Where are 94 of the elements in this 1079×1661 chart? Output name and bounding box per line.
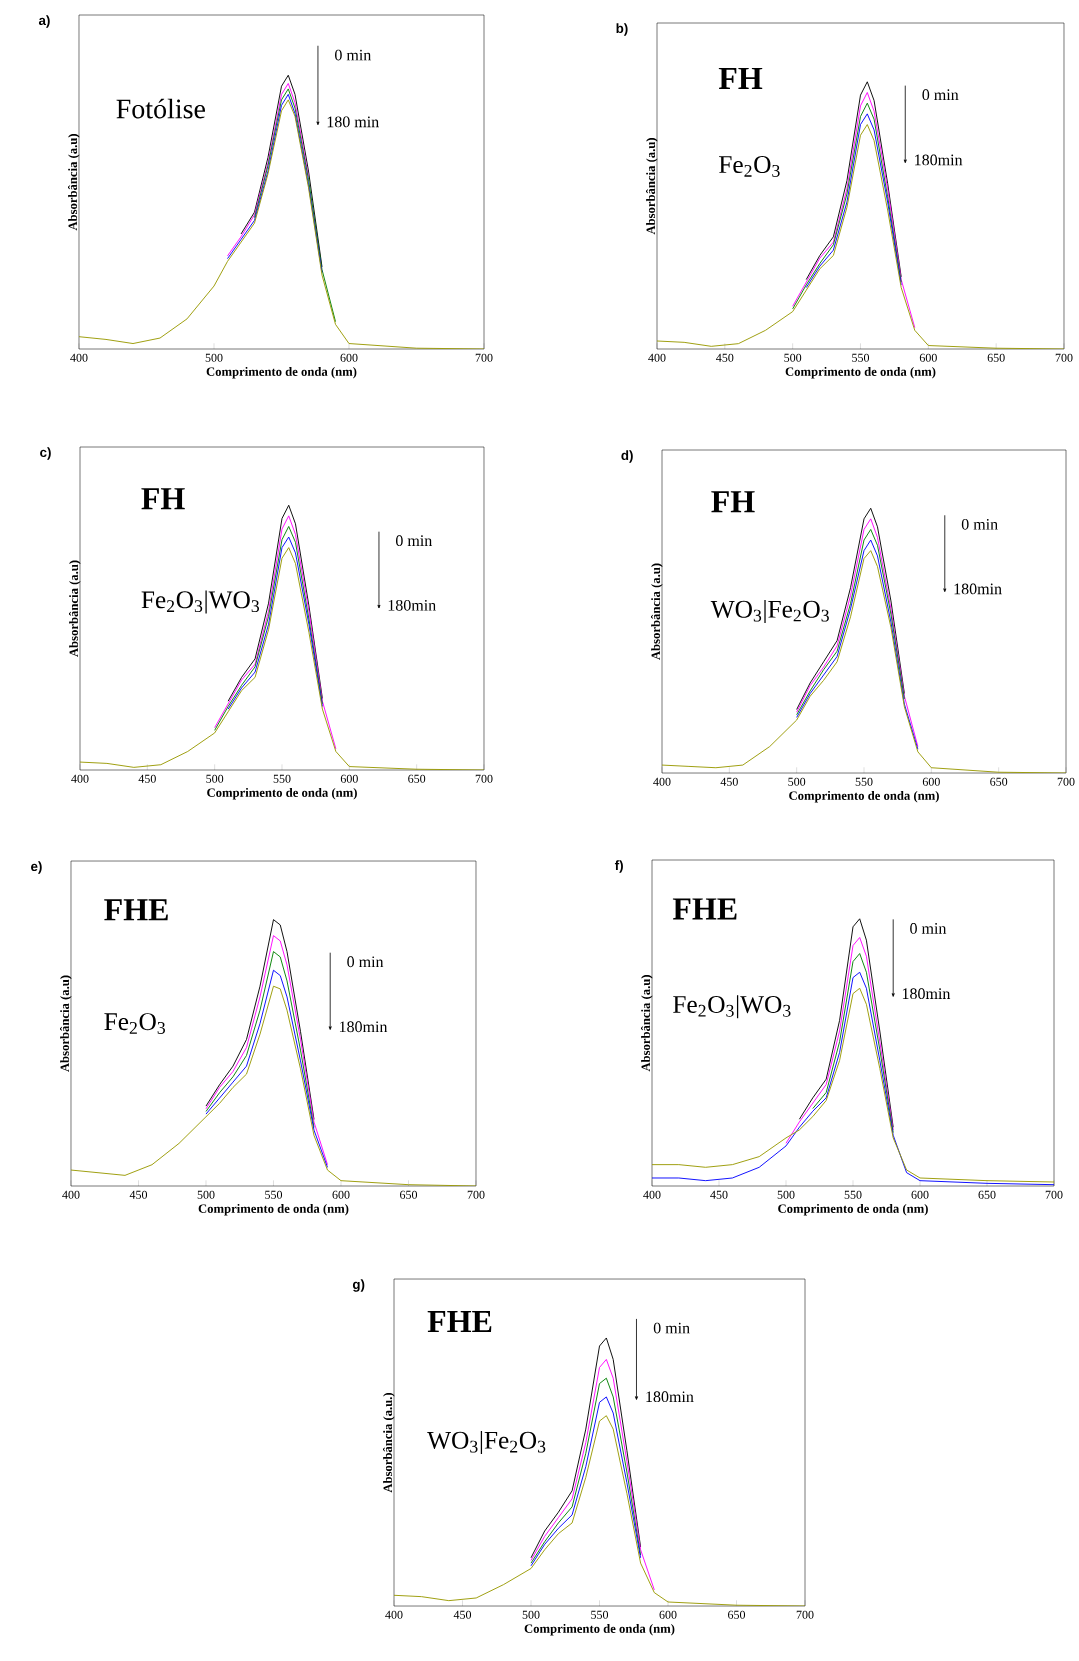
text: c): [39, 447, 51, 460]
x-tick-label: 400: [71, 774, 89, 783]
x-tick-label: 550: [273, 774, 291, 783]
chart-title: FH: [718, 67, 763, 89]
x-tick-label: 650: [727, 1610, 745, 1619]
x-tick-label: 550: [590, 1610, 608, 1619]
x-tick-label: 400: [653, 777, 671, 786]
x-axis-title: Comprimento de onda (nm): [206, 366, 357, 379]
x-tick-label: 500: [206, 774, 223, 783]
x-axis-title: Comprimento de onda (nm): [524, 1623, 675, 1636]
annotation: 180min: [914, 154, 963, 166]
x-tick-label: 600: [911, 1190, 929, 1199]
x-tick-label: 600: [919, 353, 937, 362]
x-axis-title: Comprimento de onda (nm): [198, 1203, 349, 1216]
text: Fe$_{2}$O$_{3}$|WO$_{3}$: [141, 590, 259, 614]
text: WO$_{3}$|Fe$_{2}$O$_{3}$: [710, 600, 829, 624]
x-tick-label: 500: [784, 353, 801, 362]
x-tick-label: 650: [407, 774, 425, 783]
annotation: 180 min: [327, 116, 379, 128]
x-tick-label: 500: [777, 1190, 795, 1199]
x-tick-label: 550: [855, 777, 873, 786]
annotation: 0 min: [395, 535, 432, 547]
x-axis-title: Comprimento de onda (nm): [788, 790, 939, 803]
text: f): [614, 860, 623, 873]
text: b): [616, 23, 628, 36]
annotation: 180min: [339, 1021, 387, 1033]
x-tick-label: 650: [399, 1190, 417, 1199]
annotation: 0 min: [347, 956, 384, 968]
x-tick-label: 650: [989, 777, 1007, 786]
y-axis-title: Absorbância (a.u): [645, 138, 658, 235]
chart-title: FHE: [672, 898, 737, 920]
x-tick-label: 700: [796, 1610, 814, 1619]
x-tick-label: 700: [1057, 777, 1075, 786]
y-axis-title: Absorbância (a.u): [640, 975, 653, 1072]
y-axis-title: Absorbância (a.u): [650, 563, 663, 660]
x-axis-title: Comprimento de onda (nm): [777, 1203, 928, 1216]
text: Fe$_{2}$O$_{3}$|WO$_{3}$: [672, 995, 791, 1019]
x-tick-label: 700: [467, 1190, 485, 1199]
y-axis-title: Absorbância (a.u.): [382, 1392, 395, 1493]
x-tick-label: 600: [340, 774, 358, 783]
x-tick-label: 700: [1045, 1190, 1063, 1199]
chart-title: FH: [141, 488, 185, 510]
x-tick-label: 500: [205, 353, 223, 362]
x-tick-label: 700: [475, 774, 493, 783]
text: g): [352, 1279, 365, 1292]
chart-title: FHE: [427, 1311, 492, 1332]
text: 0 min: [334, 49, 371, 61]
x-axis-title: Comprimento de onda (nm): [785, 366, 936, 379]
x-tick-label: 400: [70, 353, 88, 362]
y-axis-title: Absorbância (a.u): [59, 975, 72, 1072]
x-tick-label: 550: [851, 353, 869, 362]
x-tick-label: 450: [710, 1190, 728, 1199]
annotation: 180min: [902, 988, 950, 1000]
annotation: 180min: [646, 1391, 694, 1403]
x-tick-label: 600: [922, 777, 940, 786]
x-tick-label: 550: [264, 1190, 282, 1199]
text: 0 min: [653, 1322, 690, 1334]
annotation: 0 min: [922, 89, 959, 101]
chart-title: FH: [711, 491, 755, 513]
text: a): [38, 15, 50, 28]
text: Fotólise: [116, 98, 205, 119]
x-tick-label: 550: [844, 1190, 862, 1199]
x-tick-label: 450: [138, 774, 156, 783]
x-tick-label: 450: [715, 353, 734, 362]
x-tick-label: 500: [788, 777, 805, 786]
x-tick-label: 500: [522, 1610, 540, 1619]
text: e): [30, 861, 42, 874]
x-tick-label: 650: [987, 353, 1005, 362]
x-tick-label: 650: [978, 1190, 996, 1199]
x-tick-label: 400: [62, 1190, 80, 1199]
annotation: 0 min: [961, 518, 998, 530]
annotation: 180min: [388, 599, 436, 611]
annotation: 0 min: [909, 923, 946, 934]
y-axis-title: Absorbância (a.u): [67, 134, 80, 231]
y-axis-title: Absorbância (a.u): [68, 560, 81, 657]
text: Fe$_{2}$O$_{3}$: [718, 156, 780, 177]
x-tick-label: 600: [340, 353, 358, 362]
x-tick-label: 450: [129, 1190, 147, 1199]
x-tick-label: 400: [648, 353, 666, 362]
x-tick-label: 500: [197, 1190, 215, 1199]
text: Fe$_{2}$O$_{3}$: [104, 1013, 165, 1034]
text: WO$_{3}$|Fe$_{2}$O$_{3}$: [426, 1431, 546, 1455]
x-tick-label: 450: [453, 1610, 471, 1619]
x-tick-label: 700: [475, 353, 493, 362]
text: d): [621, 450, 633, 463]
x-tick-label: 450: [720, 777, 738, 786]
x-axis-title: Comprimento de onda (nm): [206, 787, 357, 800]
chart-title: FHE: [103, 899, 168, 921]
annotation: 180min: [954, 583, 1002, 595]
x-tick-label: 600: [332, 1190, 350, 1199]
x-tick-label: 600: [659, 1610, 677, 1619]
x-tick-label: 700: [1055, 353, 1073, 362]
x-tick-label: 400: [643, 1190, 661, 1199]
x-tick-label: 400: [385, 1610, 403, 1619]
